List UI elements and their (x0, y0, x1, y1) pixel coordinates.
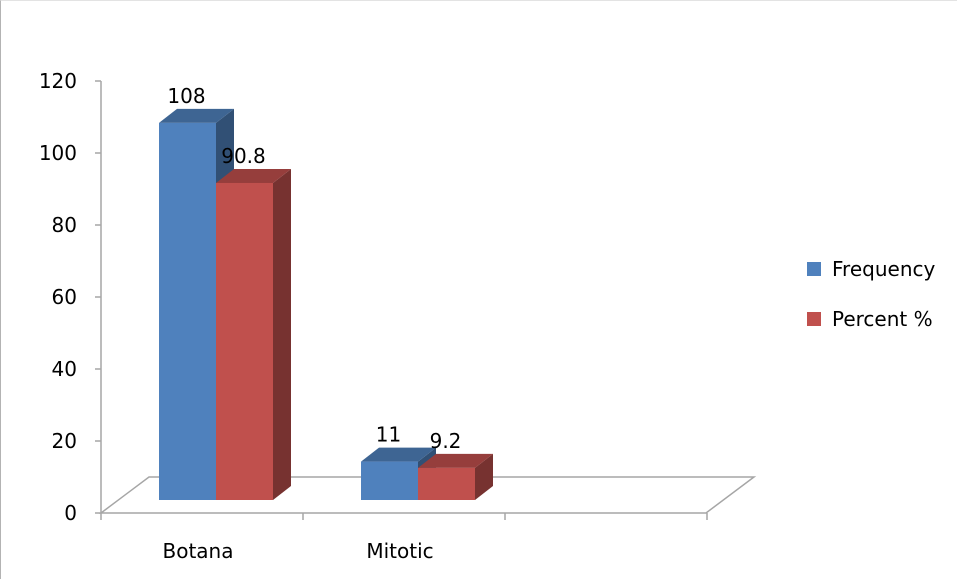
bar (216, 182, 273, 500)
data-label: 108 (167, 84, 205, 108)
legend-label: Percent % (832, 307, 933, 331)
y-tick-label: 0 (64, 501, 77, 525)
y-tick-label: 60 (52, 285, 77, 309)
bar (159, 122, 216, 501)
x-axis: Botana Mitotic (100, 513, 708, 563)
bar-top (216, 168, 291, 183)
data-labels: 108 90.8 11 9.2 (167, 84, 461, 453)
data-label: 90.8 (221, 144, 266, 168)
bar-top (159, 108, 234, 123)
data-label: 11 (376, 423, 401, 447)
legend-swatch (807, 262, 821, 276)
y-tick-label: 80 (52, 213, 77, 237)
bar-top (418, 453, 493, 468)
legend: Frequency Percent % (807, 257, 935, 331)
y-axis: 0 20 40 60 80 100 120 (39, 69, 102, 525)
y-tick-label: 40 (52, 357, 77, 381)
bar (418, 467, 475, 500)
bars (159, 108, 493, 501)
bar-side (475, 453, 493, 500)
bar (361, 461, 418, 500)
legend-label: Frequency (832, 257, 935, 281)
data-label: 9.2 (430, 429, 462, 453)
y-tick-label: 20 (52, 429, 77, 453)
y-tick-label: 100 (39, 141, 77, 165)
x-tick-label: Botana (163, 539, 234, 563)
bar-side (273, 168, 291, 500)
legend-swatch (807, 312, 821, 326)
x-tick-label: Mitotic (366, 539, 433, 563)
y-tick-label: 120 (39, 69, 77, 93)
bar-top (361, 447, 436, 462)
